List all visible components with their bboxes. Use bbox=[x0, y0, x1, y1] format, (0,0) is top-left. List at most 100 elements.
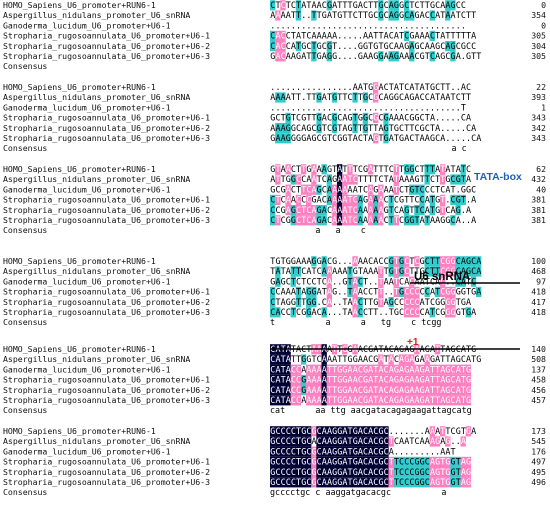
residue: T bbox=[337, 123, 342, 133]
residue: . bbox=[389, 20, 394, 30]
residue: A bbox=[275, 276, 280, 286]
residue: C bbox=[317, 467, 322, 477]
alignment-block: HOMO_Sapiens_U6_promoter+RUN6-1.........… bbox=[3, 82, 546, 153]
residue: T bbox=[440, 10, 445, 20]
residue: A bbox=[306, 385, 311, 395]
residue-highlight bbox=[445, 307, 451, 318]
residue: A bbox=[445, 92, 450, 102]
residue: A bbox=[306, 364, 311, 374]
residue: C bbox=[415, 51, 420, 61]
residue: T bbox=[430, 395, 435, 405]
consensus-label: Consensus bbox=[3, 143, 47, 153]
residue: . bbox=[342, 82, 347, 92]
residue: C bbox=[409, 307, 414, 317]
residue: C bbox=[327, 123, 332, 133]
residue-highlight bbox=[403, 30, 410, 41]
residue-highlight bbox=[336, 477, 343, 488]
residue: G bbox=[456, 205, 461, 215]
residue-highlight bbox=[326, 467, 332, 478]
residue: G bbox=[337, 395, 342, 405]
residue-highlight bbox=[342, 456, 348, 467]
residue: C bbox=[306, 457, 311, 467]
residue: G bbox=[270, 51, 275, 61]
residue: C bbox=[358, 364, 363, 374]
residue-highlight bbox=[275, 215, 281, 226]
residue: G bbox=[440, 307, 445, 317]
residue-highlight bbox=[275, 133, 281, 144]
residue-highlight bbox=[373, 194, 379, 205]
residue: A bbox=[322, 467, 327, 477]
residue-highlight bbox=[403, 374, 410, 385]
residue: A bbox=[342, 215, 347, 225]
residue-highlight bbox=[275, 10, 281, 21]
residue: G bbox=[270, 164, 275, 174]
residue: A bbox=[312, 307, 317, 317]
residue: G bbox=[440, 297, 445, 307]
residue: . bbox=[306, 20, 311, 30]
residue: G bbox=[337, 457, 342, 467]
residue: C bbox=[378, 256, 383, 266]
residue: . bbox=[337, 31, 342, 41]
residue: G bbox=[291, 256, 296, 266]
residue: G bbox=[451, 467, 456, 477]
sequence-name: Ganoderma_lucidum_U6_promoter+U6-1 bbox=[3, 276, 171, 286]
residue: T bbox=[466, 31, 471, 41]
residue-highlight bbox=[403, 385, 410, 396]
residue: A bbox=[301, 123, 306, 133]
residue: G bbox=[451, 477, 456, 487]
residue-highlight bbox=[414, 256, 420, 267]
residue-highlight bbox=[450, 266, 456, 277]
residue: T bbox=[281, 256, 286, 266]
residue: C bbox=[445, 205, 450, 215]
residue-highlight bbox=[455, 276, 461, 287]
residue: T bbox=[445, 31, 450, 41]
sequence-position: 468 bbox=[531, 266, 546, 276]
residue: T bbox=[281, 395, 286, 405]
residue-highlight bbox=[295, 385, 302, 396]
residue-highlight bbox=[429, 266, 435, 277]
residue: C bbox=[404, 457, 409, 467]
residue-highlight bbox=[378, 215, 384, 226]
residue-highlight bbox=[434, 266, 441, 277]
residue-highlight bbox=[311, 184, 317, 195]
residue: C bbox=[358, 385, 363, 395]
residue-highlight bbox=[476, 286, 482, 297]
residue: . bbox=[384, 307, 389, 317]
residue-highlight bbox=[285, 112, 291, 123]
residue-highlight bbox=[439, 276, 446, 287]
residue: C bbox=[296, 375, 301, 385]
residue: . bbox=[415, 446, 420, 456]
residue: C bbox=[306, 446, 311, 456]
residue: T bbox=[373, 375, 378, 385]
residue-highlight bbox=[347, 374, 353, 385]
residue: G bbox=[296, 51, 301, 61]
residue-highlight bbox=[347, 426, 353, 437]
residue: A bbox=[363, 215, 368, 225]
sequence-position: 100 bbox=[531, 256, 546, 266]
residue-highlight bbox=[316, 446, 322, 457]
residue: G bbox=[378, 446, 383, 456]
sequence-position: 458 bbox=[531, 375, 546, 385]
residue-highlight bbox=[465, 456, 472, 467]
sequence-position: 354 bbox=[531, 10, 546, 20]
residue: T bbox=[332, 364, 337, 374]
residue: A bbox=[456, 215, 461, 225]
residue: T bbox=[456, 467, 461, 477]
residue: C bbox=[425, 477, 430, 487]
residue: C bbox=[430, 276, 435, 286]
residue: T bbox=[281, 364, 286, 374]
residue: A bbox=[317, 395, 322, 405]
residue: T bbox=[348, 446, 353, 456]
residue-highlight bbox=[347, 395, 353, 406]
residue: . bbox=[327, 102, 332, 112]
residue: C bbox=[384, 395, 389, 405]
residue: G bbox=[445, 457, 450, 467]
residue: A bbox=[322, 364, 327, 374]
residue: C bbox=[466, 123, 471, 133]
residue: G bbox=[373, 51, 378, 61]
residue: A bbox=[435, 51, 440, 61]
residue-highlight bbox=[434, 436, 441, 447]
residue-highlight bbox=[414, 456, 420, 467]
residue: G bbox=[404, 364, 409, 374]
residue: . bbox=[399, 20, 404, 30]
